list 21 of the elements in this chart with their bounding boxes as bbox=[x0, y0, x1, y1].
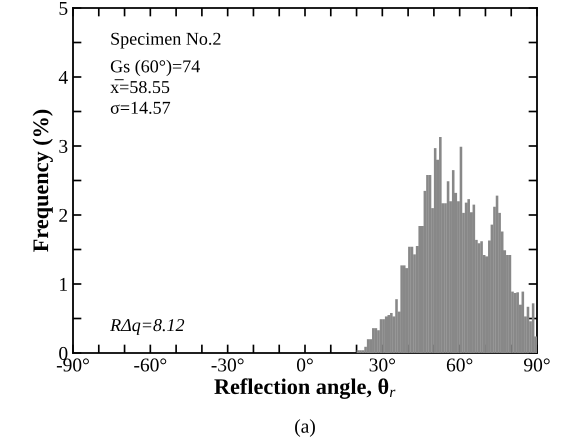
x-tick-label: 60° bbox=[446, 358, 472, 372]
annotation: RΔq=8.12 bbox=[110, 319, 184, 335]
x-axis-title: Reflection angle, θ$_{r}$ bbox=[214, 378, 396, 399]
y-tick-label: 1 bbox=[60, 278, 67, 291]
annotation: σ=14.57 bbox=[110, 102, 170, 114]
x-tick-label: 30° bbox=[370, 358, 395, 372]
text: (a) bbox=[295, 419, 315, 437]
y-tick-label: 4 bbox=[58, 70, 68, 84]
x-tick-label: 0° bbox=[296, 358, 313, 372]
x-tick-label: -60° bbox=[134, 358, 166, 372]
y-tick-label: 2 bbox=[59, 208, 68, 222]
x-tick-label: -30° bbox=[212, 358, 244, 372]
annotation: x̅=58.55 bbox=[110, 79, 170, 94]
x-tick-label: -90° bbox=[56, 358, 89, 372]
y-axis-title: Frequency (%) bbox=[32, 110, 53, 252]
annotation: Specimen No.2 bbox=[111, 32, 220, 49]
y-tick-label: 0 bbox=[59, 346, 68, 360]
annotation: Gs (60°)=74 bbox=[110, 60, 200, 76]
x-tick-label: 90° bbox=[524, 358, 550, 372]
y-tick-label: 5 bbox=[60, 2, 68, 15]
y-tick-label: 3 bbox=[59, 140, 68, 153]
